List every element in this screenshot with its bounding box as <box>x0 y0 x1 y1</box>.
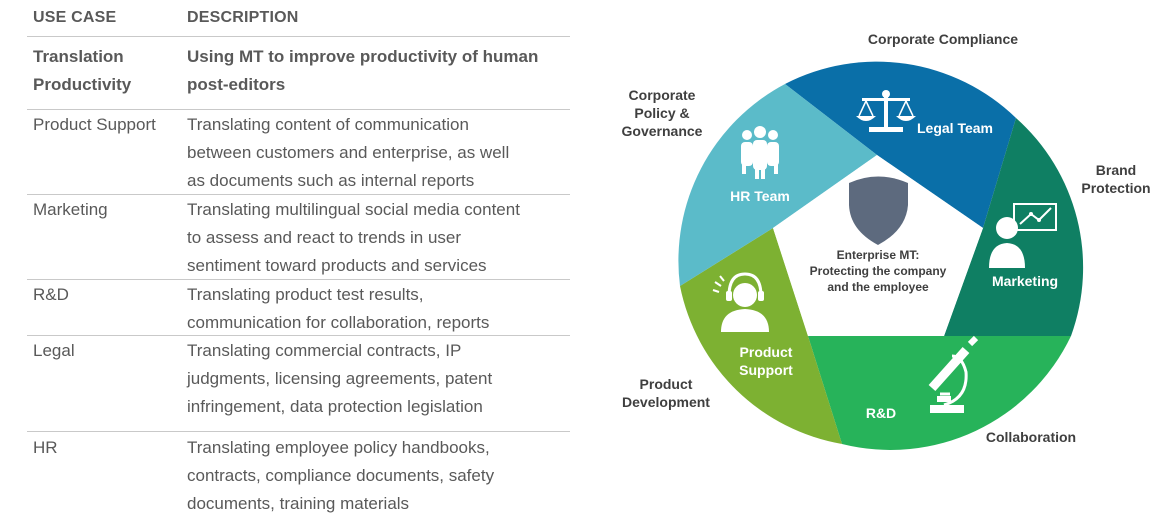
description-line: to assess and react to trends in user <box>187 228 462 247</box>
center-label: Enterprise MT: Protecting the company an… <box>793 247 963 295</box>
description-line: Using MT to improve productivity of huma… <box>187 47 539 66</box>
center-label-line: Enterprise MT: <box>836 248 920 262</box>
description-line: Translating multilingual social media co… <box>187 200 520 219</box>
shield-icon <box>849 176 908 245</box>
use-case-line: Legal <box>33 341 75 360</box>
headset-agent-icon <box>712 272 769 332</box>
description-line: communication for collaboration, reports <box>187 313 490 332</box>
segment-label-line: Marketing <box>991 273 1059 289</box>
outer-label-line: Protection <box>1081 180 1151 196</box>
presenter-chart-icon <box>989 203 1057 268</box>
description-line: between customers and enterprise, as wel… <box>187 143 510 162</box>
table-header-row: USE CASE DESCRIPTION <box>27 0 570 37</box>
segment-rd <box>808 336 1071 450</box>
scales-icon <box>856 90 916 132</box>
table-row: R&D Translating product test results, co… <box>27 280 570 336</box>
use-case-line: Productivity <box>33 75 132 94</box>
outer-label-corporate-compliance: Corporate Compliance <box>853 30 1033 48</box>
segment-label-line: Product <box>739 344 793 360</box>
header-use-case: USE CASE <box>33 9 117 26</box>
table-row: Legal Translating commercial contracts, … <box>27 336 570 432</box>
segment-legal-team <box>785 61 1016 228</box>
segment-label-legal-team: Legal Team <box>900 119 1010 137</box>
outer-label-line: Corporate Compliance <box>867 31 1019 47</box>
segment-label-line: Support <box>739 362 793 378</box>
table-row: Marketing Translating multilingual socia… <box>27 195 570 280</box>
description-line: documents, training materials <box>187 494 410 513</box>
use-case-line: Marketing <box>33 200 108 219</box>
outer-label-line: Product <box>639 376 693 392</box>
header-description: DESCRIPTION <box>187 9 299 26</box>
center-label-line: Protecting the company <box>809 264 947 278</box>
description-line: infringement, data protection legislatio… <box>187 397 483 416</box>
segment-label-product-support: Product Support <box>716 343 816 379</box>
microscope-icon <box>928 335 979 413</box>
outer-label-line: Governance <box>621 123 703 139</box>
use-case-line: Translation <box>33 47 124 66</box>
table-row: Translation Productivity Using MT to imp… <box>27 37 570 110</box>
outer-label-line: Development <box>622 394 710 410</box>
use-case-table: USE CASE DESCRIPTION Translation Product… <box>27 0 570 516</box>
outer-label-corporate-policy: Corporate Policy & Governance <box>612 86 712 140</box>
segment-label-hr-team: HR Team <box>710 187 810 205</box>
table-row: Product Support Translating content of c… <box>27 110 570 195</box>
use-case-line: Product Support <box>33 115 156 134</box>
description-line: Translating content of communication <box>187 115 469 134</box>
table-row: HR Translating employee policy handbooks… <box>27 432 570 516</box>
use-case-line: R&D <box>33 285 69 304</box>
center-pentagon <box>773 155 983 336</box>
segment-label-line: HR Team <box>730 188 790 204</box>
description-line: Translating product test results, <box>187 285 424 304</box>
segment-label-rd: R&D <box>846 404 916 422</box>
description-line: sentiment toward products and services <box>187 256 487 275</box>
description-line: contracts, compliance documents, safety <box>187 466 495 485</box>
people-group-icon <box>741 126 779 179</box>
description-line: as documents such as internal reports <box>187 171 475 190</box>
description-line: Translating commercial contracts, IP <box>187 341 462 360</box>
description-line: Translating employee policy handbooks, <box>187 438 490 457</box>
outer-label-line: Brand <box>1095 162 1137 178</box>
description-line: post-editors <box>187 75 286 94</box>
segment-label-marketing: Marketing <box>970 272 1080 290</box>
outer-label-line: Policy & <box>634 105 690 121</box>
use-case-line: HR <box>33 438 58 457</box>
outer-label-brand-protection: Brand Protection <box>1076 161 1156 197</box>
segment-label-line: Legal Team <box>917 120 993 136</box>
segment-hr-team <box>678 84 877 286</box>
outer-label-line: Collaboration <box>985 429 1077 445</box>
outer-label-product-development: Product Development <box>612 375 720 411</box>
outer-label-collaboration: Collaboration <box>976 428 1086 446</box>
outer-label-line: Corporate <box>628 87 696 103</box>
segment-product-support <box>680 228 842 444</box>
center-label-line: and the employee <box>827 280 929 294</box>
description-line: judgments, licensing agreements, patent <box>187 369 493 388</box>
segment-label-line: R&D <box>865 405 897 421</box>
